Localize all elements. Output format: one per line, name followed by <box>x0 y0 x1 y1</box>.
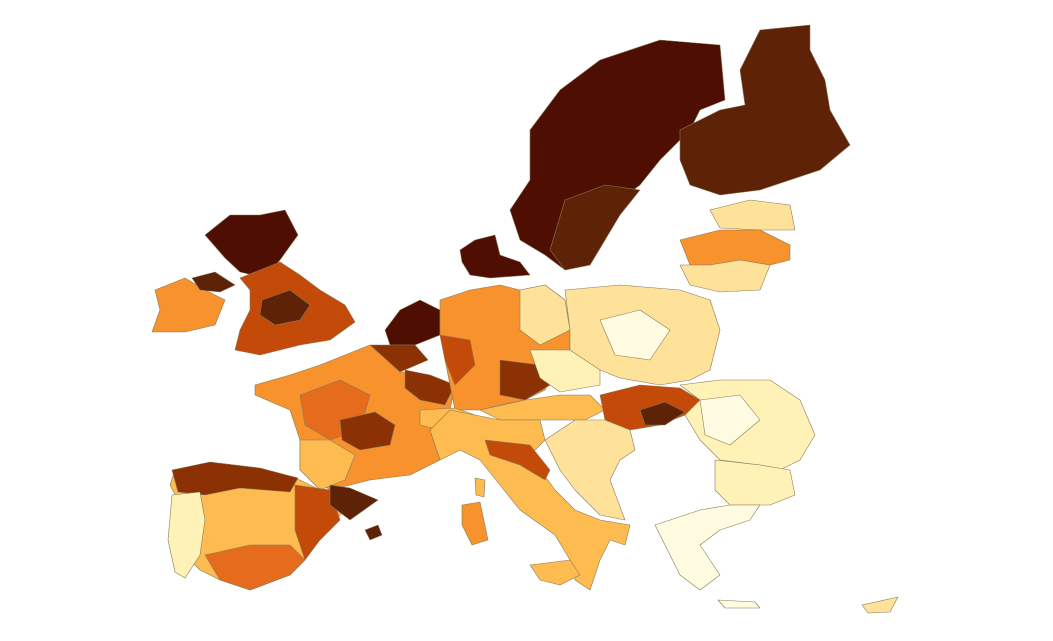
region-france-southwest <box>299 439 356 491</box>
region-italy-north <box>484 439 551 481</box>
region-ireland <box>151 277 226 333</box>
region-bulgaria <box>714 459 796 506</box>
region-italy <box>429 409 631 591</box>
region-portugal <box>167 491 206 579</box>
region-cyprus <box>861 596 899 614</box>
region-romania-west <box>699 394 761 446</box>
region-hungary-center <box>639 401 686 426</box>
region-france-center <box>339 411 396 451</box>
region-estonia <box>709 199 796 231</box>
region-germany-west <box>439 334 476 386</box>
region-sardinia <box>461 501 489 546</box>
region-crete <box>717 599 761 609</box>
region-balearic <box>364 524 383 541</box>
region-latvia <box>679 229 791 266</box>
region-france-east <box>404 369 456 406</box>
region-catalonia <box>329 484 379 521</box>
region-england-core <box>259 289 311 326</box>
region-south-sweden <box>549 184 641 271</box>
region-scotland <box>204 209 299 279</box>
region-poland-center <box>599 309 671 361</box>
region-netherlands <box>384 299 441 346</box>
region-lithuania <box>679 259 771 293</box>
region-corsica <box>474 477 486 498</box>
region-spain-south <box>204 544 306 591</box>
region-spain-north <box>171 461 299 496</box>
region-denmark <box>459 234 531 279</box>
region-greece <box>654 504 761 591</box>
region-balkans-west <box>544 419 636 521</box>
region-northern-ireland <box>191 271 236 293</box>
region-finland <box>679 24 851 196</box>
region-sicily <box>529 559 581 586</box>
region-czech <box>529 349 601 393</box>
